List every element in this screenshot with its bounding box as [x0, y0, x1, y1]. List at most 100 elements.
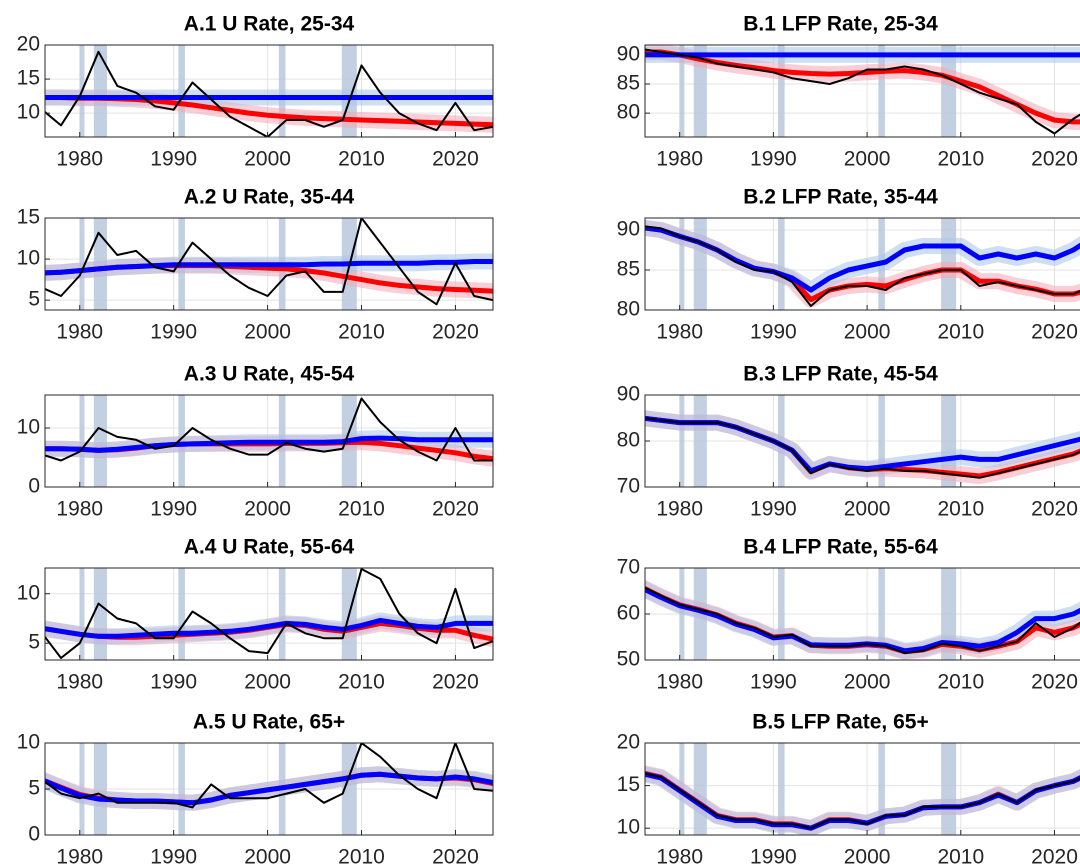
plot-area	[645, 743, 1080, 835]
y-tick-label: 0	[28, 475, 40, 498]
x-tick-label: 2010	[937, 321, 984, 344]
plot-area	[45, 45, 493, 137]
series-line	[645, 225, 1080, 307]
recession-shade	[941, 743, 957, 835]
x-tick-label: 2020	[1031, 846, 1078, 868]
chart-title: B.5 LFP Rate, 65+	[752, 711, 928, 734]
x-tick-label: 1990	[750, 148, 797, 171]
y-tick-label: 70	[617, 556, 640, 579]
x-tick-label: 1990	[150, 148, 197, 171]
x-tick-label: 2000	[244, 671, 291, 694]
axes-box	[44, 567, 494, 661]
plot-area	[45, 218, 493, 310]
series-line	[45, 568, 493, 659]
chart-title: B.1 LFP Rate, 25-34	[743, 13, 938, 36]
chart-title: A.5 U Rate, 65+	[193, 711, 345, 734]
series-line	[45, 259, 493, 276]
axes-box	[644, 44, 1080, 138]
recession-shade	[778, 45, 785, 137]
recession-shade	[278, 568, 286, 660]
y-tick-label: 15	[17, 206, 40, 229]
recession-shade	[693, 218, 707, 310]
chart-title: A.1 U Rate, 25-34	[184, 13, 355, 36]
x-tick-label: 2010	[937, 846, 984, 868]
x-tick-label: 1980	[56, 498, 103, 521]
recession-shade	[778, 218, 785, 310]
series-line	[45, 617, 493, 639]
y-tick-label: 80	[617, 298, 640, 321]
recession-shade	[79, 395, 85, 487]
recession-shade	[878, 395, 885, 487]
x-tick-label: 2020	[1031, 148, 1078, 171]
recession-shade	[93, 395, 107, 487]
x-tick-label: 1980	[56, 148, 103, 171]
y-tick-label: 20	[17, 33, 40, 56]
x-tick-label: 1990	[750, 671, 797, 694]
recession-shade	[679, 395, 685, 487]
chart-title: B.3 LFP Rate, 45-54	[743, 363, 938, 386]
series-line	[45, 771, 493, 806]
recession-shade	[878, 45, 885, 137]
axes-box	[44, 44, 494, 138]
x-tick-label: 1980	[56, 321, 103, 344]
x-tick-label: 1990	[150, 321, 197, 344]
plot-area	[45, 395, 493, 487]
axes-box	[44, 217, 494, 311]
y-tick-label: 85	[617, 72, 640, 95]
y-tick-label: 90	[617, 42, 640, 65]
series-line	[645, 417, 1080, 479]
recession-shade	[778, 568, 785, 660]
y-tick-label: 10	[17, 101, 40, 124]
y-tick-label: 90	[617, 218, 640, 241]
x-tick-label: 2020	[1031, 498, 1078, 521]
plot-area	[645, 395, 1080, 487]
y-tick-label: 50	[617, 648, 640, 671]
x-tick-label: 2020	[1031, 671, 1078, 694]
plot-area	[645, 218, 1080, 310]
x-tick-label: 1990	[750, 321, 797, 344]
series-line	[45, 743, 493, 809]
x-tick-label: 2000	[844, 498, 891, 521]
recession-shade	[778, 743, 785, 835]
x-tick-label: 2020	[432, 498, 479, 521]
y-tick-label: 80	[617, 429, 640, 452]
x-tick-label: 2000	[844, 671, 891, 694]
y-tick-label: 60	[617, 602, 640, 625]
x-tick-label: 2010	[338, 498, 385, 521]
y-tick-label: 10	[17, 581, 40, 604]
recession-shade	[878, 568, 885, 660]
y-tick-label: 15	[17, 67, 40, 90]
x-tick-label: 1990	[750, 498, 797, 521]
plot-area	[45, 743, 493, 835]
y-tick-label: 70	[617, 475, 640, 498]
y-tick-label: 5	[28, 288, 40, 311]
series-line	[645, 48, 1080, 135]
y-tick-label: 90	[617, 383, 640, 406]
x-tick-label: 1980	[656, 148, 703, 171]
x-tick-label: 2010	[937, 671, 984, 694]
y-tick-label: 5	[28, 777, 40, 800]
x-tick-label: 1980	[656, 846, 703, 868]
x-tick-label: 2000	[844, 148, 891, 171]
y-tick-label: 20	[617, 731, 640, 754]
recession-shade	[693, 743, 707, 835]
chart-title: A.4 U Rate, 55-64	[184, 536, 355, 559]
y-tick-label: 5	[28, 631, 40, 654]
x-tick-label: 2020	[432, 671, 479, 694]
x-tick-label: 1980	[56, 671, 103, 694]
series-line	[45, 397, 493, 462]
x-tick-label: 1980	[656, 321, 703, 344]
series-line	[45, 435, 493, 453]
x-tick-label: 2010	[937, 498, 984, 521]
x-tick-label: 1980	[656, 671, 703, 694]
x-tick-label: 2000	[244, 321, 291, 344]
chart-title: B.4 LFP Rate, 55-64	[743, 536, 938, 559]
plot-area	[45, 568, 493, 660]
recession-shade	[878, 743, 885, 835]
x-tick-label: 2010	[937, 148, 984, 171]
y-tick-label: 85	[617, 258, 640, 281]
x-tick-label: 2020	[432, 148, 479, 171]
x-tick-label: 2020	[1031, 321, 1078, 344]
x-tick-label: 1990	[150, 846, 197, 868]
